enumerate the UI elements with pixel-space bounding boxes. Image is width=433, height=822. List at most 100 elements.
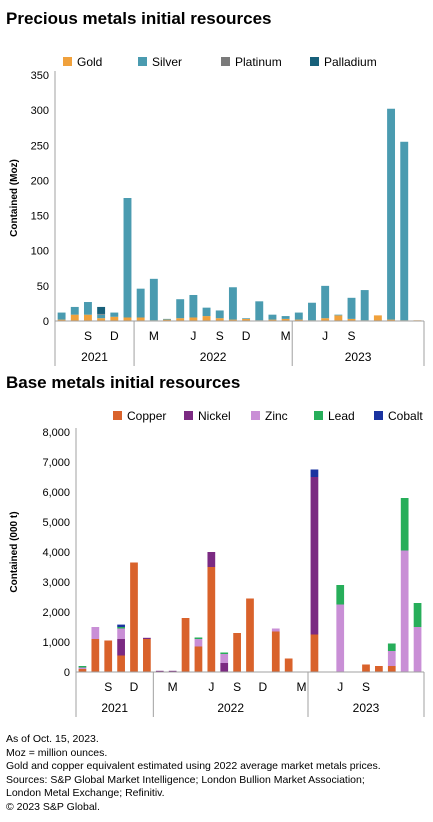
bar-silver-2023-Jan [294,312,303,320]
legend-label-lead: Lead [328,409,355,423]
x-tick-label: J [208,680,214,694]
legend-label-silver: Silver [152,55,182,69]
legend-swatch-gold [63,57,72,66]
y-tick-label: 200 [31,175,49,187]
note-line: Gold and copper equivalent estimated usi… [6,760,381,773]
bar-gold-2021-Dec [123,317,132,321]
bar-palladium-2021-Oct [97,306,106,314]
bar-silver-2023-Aug [387,108,396,320]
bar-cobalt-2023-Jan [310,469,319,477]
bar-nickel-2022-Feb [168,670,177,672]
note-line: © 2023 S&P Global. [6,800,100,813]
bar-gold-2023-Aug [387,319,396,321]
bar-silver-2023-Mar [321,285,330,319]
x-tick-label: S [362,680,370,694]
year-label: 2022 [217,701,244,715]
bar-copper-2022-Mar [181,618,190,672]
legend-swatch-palladium [310,57,319,66]
bar-silver-2022-Sep [242,318,251,319]
legend-swatch-platinum [221,57,230,66]
bar-silver-2022-Mar [163,318,171,320]
bar-silver-2022-Feb [149,278,158,321]
legend-label-nickel: Nickel [198,409,231,423]
legend-label-platinum: Platinum [235,55,282,69]
bar-lead-2022-Apr [194,637,203,639]
x-tick-label: J [337,680,343,694]
bar-copper-2022-Jul [233,633,241,672]
bar-silver-2023-Jun [360,290,369,321]
y-tick-label: 4,000 [42,547,70,559]
bar-nickel-2021-Oct [117,639,125,656]
bar-gold-2023-Apr [334,315,343,321]
bar-copper-2021-Jul [78,669,87,672]
bar-silver-2021-Sep [83,302,92,315]
bar-silver-2021-Dec [123,198,132,318]
legend-label-gold: Gold [77,55,102,69]
x-tick-label: D [242,329,251,343]
bar-gold-2022-Dec [281,318,290,321]
bar-nickel-2023-Jan [310,477,319,635]
bar-silver-2023-Apr [334,314,343,316]
bar-silver-2021-Nov [110,312,119,317]
bar-cobalt-2021-Oct [117,624,125,627]
bar-silver-2022-Apr [176,299,185,319]
x-tick-label: J [322,329,328,343]
y-tick-label: 100 [31,246,49,258]
bar-zinc-2023-Sep [413,627,422,672]
note-line: London Metal Exchange; Refinitiv. [6,787,165,800]
bar-lead-2021-Oct [117,627,125,629]
bar-zinc-2022-Jun [220,654,229,663]
y-tick-label: 2,000 [42,607,70,619]
base-metals-chart: Copper Nickel Zinc Lead Cobalt 0 1,000 2,000 3,0… [9,409,425,717]
bar-gold-2023-Jul [373,315,382,321]
bar-gold-2023-Mar [321,318,330,321]
y-axis-title: Contained (Moz) [9,159,20,237]
bar-gold-2022-May [189,317,198,321]
bar-zinc-2021-Jul [78,667,87,669]
y-tick-label: 6,000 [42,487,70,499]
x-tick-label: M [297,680,307,694]
bar-silver-2022-Oct [255,301,264,321]
bar-copper-2021-Oct [117,655,125,672]
bar-gold-2021-Nov [110,316,119,321]
y-tick-label: 0 [43,316,49,328]
bar-copper-2023-Jan [310,634,319,672]
bar-silver-2022-Dec [281,316,290,319]
x-tick-label: D [130,680,139,694]
bar-gold-2021-Jul [57,319,66,321]
bar-zinc-2022-Apr [194,639,203,647]
legend-swatch-copper [113,411,122,420]
y-tick-label: 50 [37,281,49,293]
year-label: 2023 [353,701,380,715]
bar-gold-2023-May [347,318,356,321]
bar-lead-2023-Aug [400,498,409,551]
bar-gold-2022-Jun [202,316,211,321]
legend-swatch-zinc [251,411,260,420]
bar-copper-2021-Aug [91,639,100,672]
bar-silver-2023-May [347,297,356,319]
x-tick-label: S [104,680,112,694]
year-label: 2022 [200,350,227,364]
bar-copper-2022-Aug [246,598,254,672]
y-tick-label: 7,000 [42,457,70,469]
y-tick-label: 350 [31,70,49,82]
bar-nickel-2022-Jan [155,670,164,672]
bar-lead-2023-Sep [413,603,422,627]
y-axis-title: Contained (000 t) [9,511,20,592]
bar-lead-2023-Jul [387,643,396,651]
bar-gold-2023-Jan [294,319,303,321]
x-tick-label: S [348,329,356,343]
bar-gold-2021-Aug [70,314,79,321]
bar-gold-2021-Oct [97,318,106,321]
bar-zinc-2023-Aug [400,550,409,672]
y-tick-label: 300 [31,105,49,117]
bar-lead-2022-Jun [220,652,229,654]
x-tick-label: M [281,329,291,343]
bar-gold-2022-Jan [136,317,145,321]
legend-swatch-lead [314,411,323,420]
y-tick-label: 1,000 [42,637,70,649]
bar-zinc-2023-Jul [387,651,396,666]
y-tick-label: 3,000 [42,577,70,589]
bar-silver-2022-Jan [136,288,145,318]
bar-copper-2023-Jun [375,666,383,672]
